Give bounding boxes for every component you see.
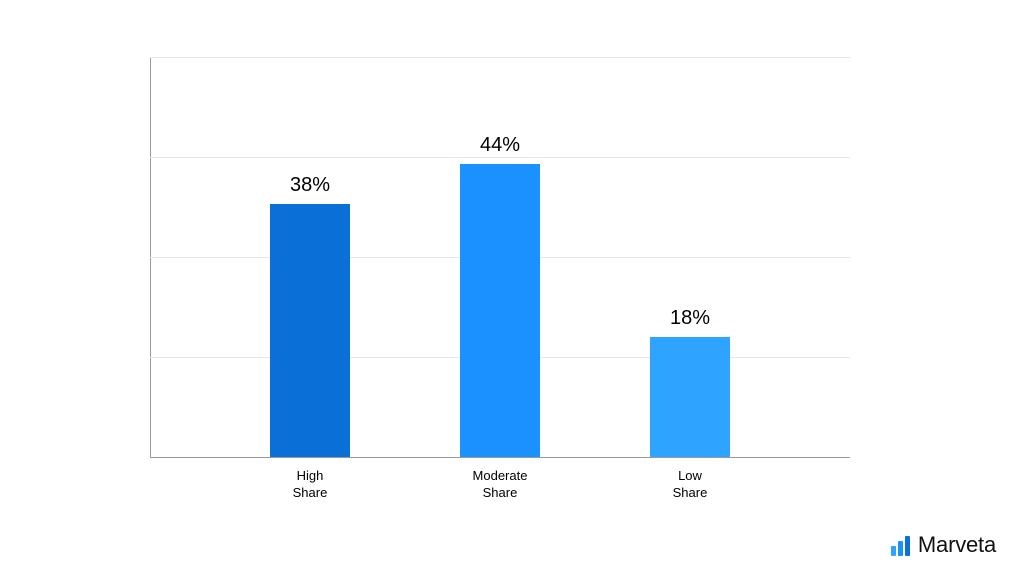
x-axis-labels: High Share Moderate Share Low Share xyxy=(150,468,850,502)
bars-container: 38% 44% 18% xyxy=(150,58,850,457)
x-axis-label: Moderate Share xyxy=(460,468,540,502)
bar-value-label: 38% xyxy=(250,174,370,197)
brand-name: Marveta xyxy=(918,532,996,558)
x-axis-label: High Share xyxy=(270,468,350,502)
bar-rect xyxy=(650,337,730,457)
brand-bars-icon xyxy=(890,534,912,556)
bar-value-label: 44% xyxy=(440,134,560,157)
bar: 18% xyxy=(650,337,730,457)
brand-logo: Marveta xyxy=(890,532,996,558)
plot-area: 38% 44% 18% xyxy=(150,58,850,458)
x-axis-label: Low Share xyxy=(650,468,730,502)
bar: 38% xyxy=(270,204,350,457)
bar-rect xyxy=(460,164,540,457)
x-axis xyxy=(150,457,850,458)
share-bar-chart: 38%44%18% High ShareModerate ShareLow Sh… xyxy=(130,58,850,458)
bar-rect xyxy=(270,204,350,457)
bar: 44% xyxy=(460,164,540,457)
bar-value-label: 18% xyxy=(630,307,750,330)
